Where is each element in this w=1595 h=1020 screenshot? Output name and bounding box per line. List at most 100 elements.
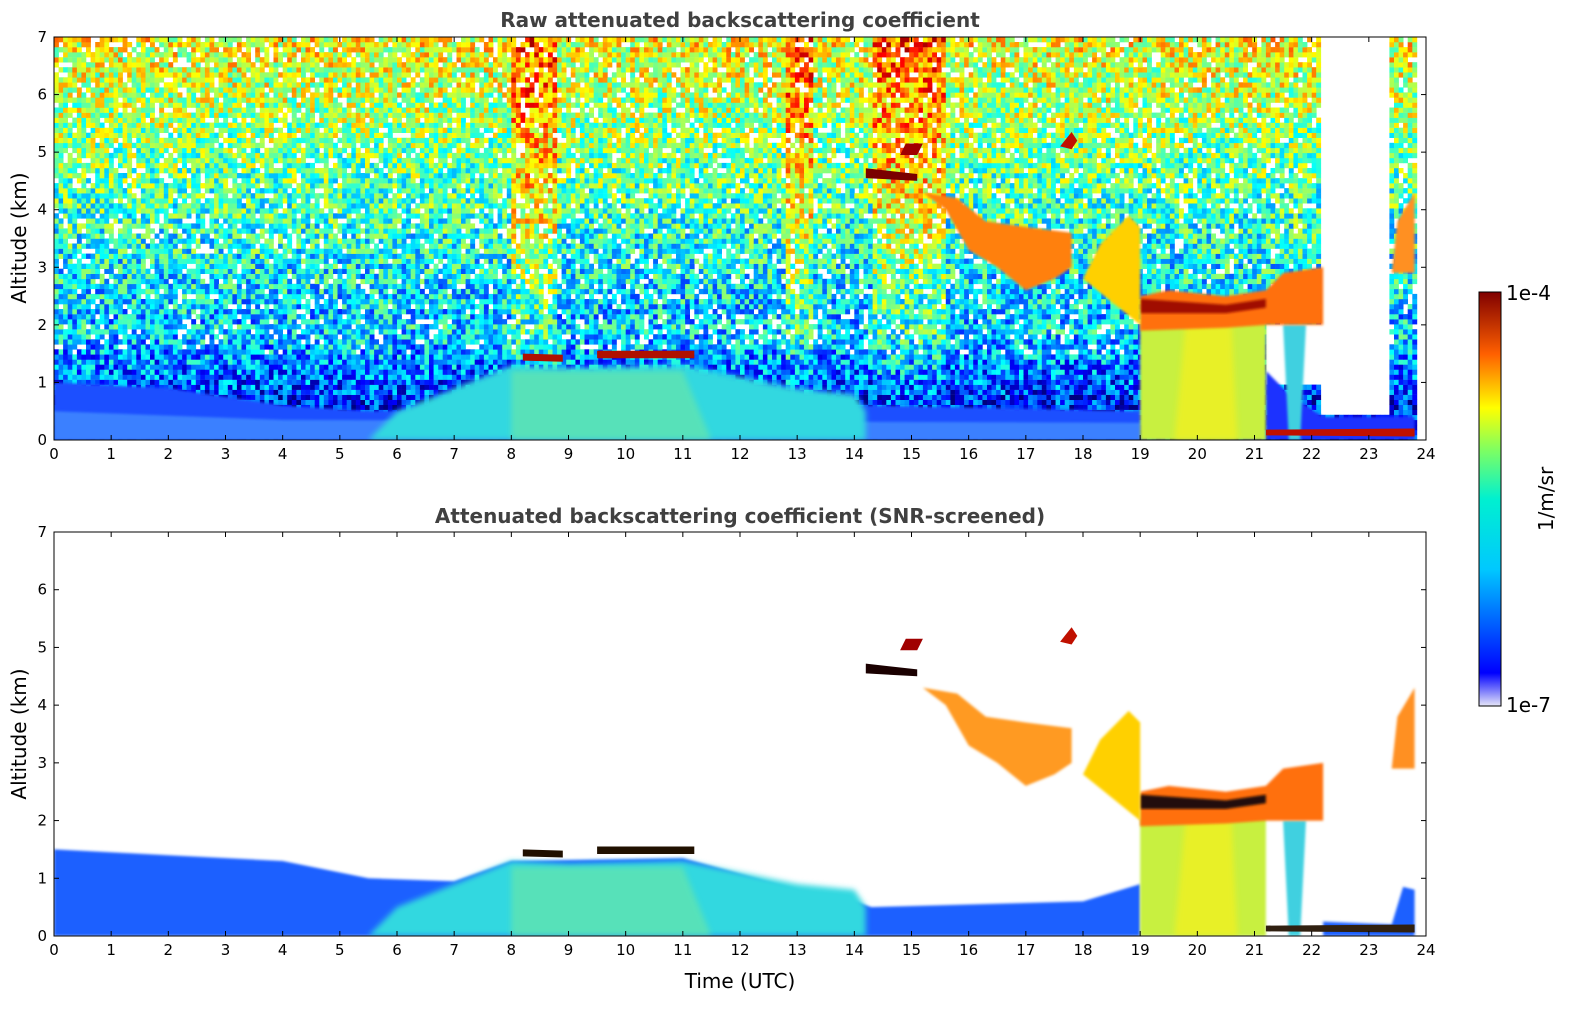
heatmap-cell [886,399,892,405]
heatmap-cell [145,379,151,385]
heatmap-cell [415,349,421,355]
heatmap-cell [987,364,992,370]
heatmap-cell [301,349,306,355]
heatmap-cell [1046,384,1052,390]
heatmap-cell [909,389,915,395]
heatmap-cell [749,374,754,380]
heatmap-cell [1032,399,1038,405]
heatmap-cell [104,364,110,370]
heatmap-cell [369,394,375,400]
heatmap-cell [1398,374,1404,380]
heatmap-cell [264,354,270,360]
heatmap-cell [236,354,242,360]
heatmap-cell [319,379,325,385]
heatmap-cell [547,349,553,355]
heatmap-cell [1032,359,1038,365]
heatmap-cell [351,404,357,410]
heatmap-cell [872,349,878,355]
heatmap-cell [296,374,302,380]
heatmap-cell [429,349,434,355]
heatmap-cell [383,354,389,360]
heatmap-cell [831,384,837,390]
heatmap-cell [232,389,238,395]
heatmap-cell [936,379,942,385]
heatmap-cell [236,374,242,380]
heatmap-cell [1032,354,1038,360]
heatmap-cell [255,374,261,380]
heatmap-cell [1083,384,1088,390]
heatmap-cell [447,354,453,360]
heatmap-cell [415,389,421,395]
heatmap-cell [433,369,439,375]
heatmap-cell [1316,409,1322,416]
heatmap-cell [1403,399,1408,405]
heatmap-cell [1060,399,1065,405]
heatmap-cell [465,354,471,360]
heatmap-cell [195,359,201,365]
heatmap-cell [991,404,997,410]
heatmap-cell [941,399,947,405]
heatmap-cell [1119,384,1125,390]
heatmap-cell [287,389,293,395]
heatmap-cell [406,374,411,380]
heatmap-cell [895,374,901,380]
heatmap-cell [1096,364,1102,370]
heatmap-cell [927,349,933,355]
heatmap-cell [964,394,969,400]
heatmap-cell [799,374,805,380]
heatmap-cell [191,349,197,355]
heatmap-cell [433,384,439,390]
heatmap-cell [1407,389,1413,395]
heatmap-cell [945,364,951,370]
heatmap-cell [968,394,974,400]
heatmap-cell [945,389,951,395]
heatmap-cell [54,369,59,375]
heatmap-cell [1105,399,1111,405]
heatmap-cell [515,349,521,355]
heatmap-cell [529,359,535,365]
heatmap-cell [314,399,320,405]
heatmap-cell [881,354,887,360]
heatmap-cell [712,354,718,360]
heatmap-cell [342,379,347,385]
heatmap-cell [447,349,453,355]
heatmap-cell [506,349,512,355]
heatmap-cell [1124,394,1130,400]
heatmap-cell [236,349,242,355]
heatmap-cell [447,364,453,370]
heatmap-cell [328,374,334,380]
heatmap-cell [351,354,357,360]
heatmap-cell [877,369,883,375]
heatmap-cell [977,364,983,370]
heatmap-cell [653,359,658,365]
heatmap-cell [214,374,219,380]
heatmap-cell [781,364,787,370]
heatmap-cell [483,369,489,375]
heatmap-cell [831,349,837,355]
heatmap-cell [1398,399,1404,405]
heatmap-cell [236,384,242,390]
heatmap-cell [840,379,846,385]
heatmap-cell [863,364,869,370]
heatmap-cell [246,384,251,390]
heatmap-cell [319,369,325,375]
heatmap-cell [182,359,187,365]
heatmap-cell [1092,404,1097,410]
heatmap-cell [483,349,489,355]
heatmap-cell [1073,379,1079,385]
heatmap-cell [1133,364,1139,370]
heatmap-cell [200,359,206,365]
heatmap-cell [945,359,951,365]
heatmap-cell [973,384,979,390]
heatmap-cell [822,354,828,360]
heatmap-cell [813,384,819,390]
heatmap-cell [749,354,754,360]
heatmap-cell [310,399,315,405]
heatmap-cell [429,379,434,385]
heatmap-cell [740,374,745,380]
heatmap-cell [470,349,476,355]
heatmap-cell [1032,384,1038,390]
heatmap-cell [1105,394,1111,400]
heatmap-cell [323,404,329,410]
heatmap-cell [909,399,915,405]
